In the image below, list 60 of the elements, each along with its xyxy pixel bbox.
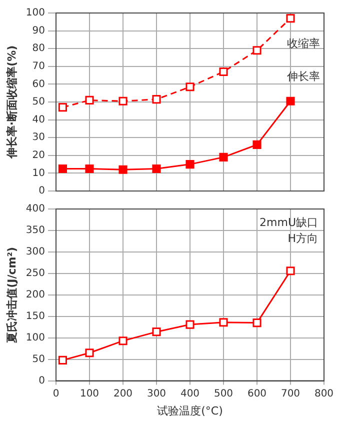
series-label: 伸长率 bbox=[287, 70, 320, 83]
annotation: H方向 bbox=[288, 232, 318, 245]
y-tick-label: 20 bbox=[32, 150, 45, 161]
y-tick-label: 400 bbox=[26, 204, 45, 215]
x-tick-label: 500 bbox=[214, 388, 234, 400]
point bbox=[186, 160, 194, 169]
y-tick-label: 300 bbox=[26, 246, 45, 258]
point bbox=[152, 164, 161, 174]
point bbox=[85, 96, 94, 105]
y-tick-label: 70 bbox=[32, 60, 45, 72]
point bbox=[186, 320, 194, 329]
x-tick-label: 100 bbox=[80, 388, 100, 400]
x-tick-label: 700 bbox=[280, 388, 300, 400]
point bbox=[118, 96, 128, 106]
x-tick-label: 0 bbox=[52, 388, 60, 400]
point bbox=[219, 318, 228, 327]
point bbox=[118, 165, 128, 174]
y-tick-label: 100 bbox=[26, 332, 45, 344]
y-tick-label: 60 bbox=[32, 78, 45, 90]
x-tick-label: 600 bbox=[247, 388, 267, 400]
point bbox=[58, 356, 67, 364]
x-tick-label: 200 bbox=[113, 388, 133, 400]
y-tick-label: 80 bbox=[32, 43, 45, 54]
point bbox=[252, 318, 262, 328]
y-tick-label: 0 bbox=[38, 375, 45, 386]
point bbox=[85, 164, 94, 174]
x-axis-title: 试验温度(°C) bbox=[157, 404, 223, 418]
y-tick-label: 100 bbox=[26, 8, 45, 19]
x-tick-label: 800 bbox=[314, 388, 334, 400]
point bbox=[219, 67, 228, 76]
point bbox=[186, 82, 194, 92]
y-tick-label: 150 bbox=[26, 310, 45, 322]
point bbox=[85, 348, 94, 358]
point bbox=[152, 328, 161, 336]
y-tick-label: 50 bbox=[32, 354, 45, 365]
point bbox=[118, 336, 128, 346]
y-tick-label: 250 bbox=[26, 268, 45, 280]
point bbox=[252, 140, 262, 150]
x-tick-label: 300 bbox=[146, 388, 166, 400]
point bbox=[58, 103, 67, 112]
x-tick-label: 400 bbox=[180, 388, 200, 400]
point bbox=[58, 164, 67, 174]
y-tick-label: 0 bbox=[38, 186, 45, 197]
point bbox=[286, 14, 295, 23]
y-tick-label: 200 bbox=[26, 289, 45, 300]
y-tick-label: 40 bbox=[32, 114, 45, 126]
y-tick-label: 350 bbox=[26, 225, 45, 236]
point bbox=[252, 46, 262, 55]
annotation: 2mmU缺口 bbox=[260, 216, 318, 229]
y-tick-label: 90 bbox=[32, 25, 45, 36]
y-axis-title: 伸长率·断面收缩率(%) bbox=[5, 45, 18, 160]
point bbox=[219, 152, 228, 162]
point bbox=[286, 266, 295, 276]
y-axis-title: 夏氏冲击值(J/cm²) bbox=[5, 246, 18, 344]
y-tick-label: 50 bbox=[32, 96, 45, 108]
series-label: 收缩率 bbox=[287, 37, 320, 50]
point bbox=[152, 95, 161, 104]
y-tick-label: 10 bbox=[32, 168, 45, 179]
y-tick-label: 30 bbox=[32, 132, 45, 144]
point bbox=[286, 96, 295, 106]
